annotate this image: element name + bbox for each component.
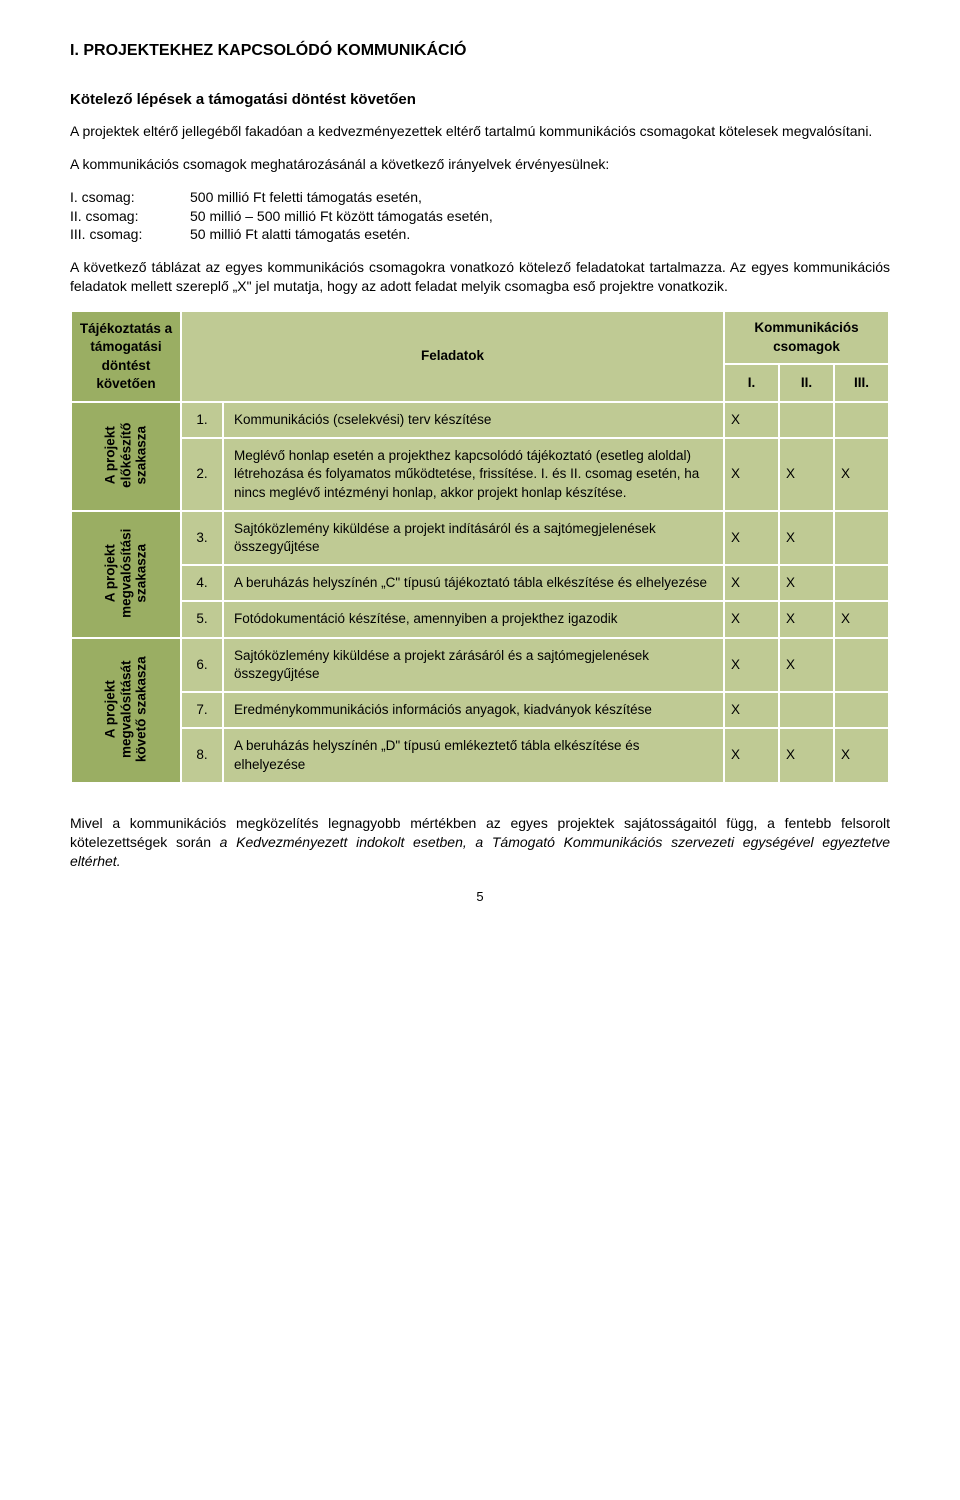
mark-II: X bbox=[779, 511, 834, 565]
task-number: 6. bbox=[181, 638, 223, 692]
header-col-3: III. bbox=[834, 364, 889, 402]
table-row: 8. A beruházás helyszínén „D" típusú eml… bbox=[71, 728, 889, 782]
mark-I: X bbox=[724, 565, 779, 601]
mark-II bbox=[779, 402, 834, 438]
package-label: III. csomag: bbox=[70, 225, 190, 244]
mark-III bbox=[834, 565, 889, 601]
mark-III bbox=[834, 511, 889, 565]
stage-label: A projektmegvalósításiszakasza bbox=[103, 529, 150, 618]
footnote-paragraph: Mivel a kommunikációs megközelítés legna… bbox=[70, 814, 890, 871]
task-number: 8. bbox=[181, 728, 223, 782]
task-text: Meglévő honlap esetén a projekthez kapcs… bbox=[223, 438, 724, 511]
mark-II: X bbox=[779, 438, 834, 511]
mark-I: X bbox=[724, 638, 779, 692]
table-row: A projektmegvalósításiszakasza 3. Sajtók… bbox=[71, 511, 889, 565]
section-heading: I. PROJEKTEKHEZ KAPCSOLÓDÓ KOMMUNIKÁCIÓ bbox=[70, 40, 890, 62]
mark-III: X bbox=[834, 601, 889, 637]
task-number: 5. bbox=[181, 601, 223, 637]
package-list: I. csomag: 500 millió Ft feletti támogat… bbox=[70, 188, 890, 245]
package-desc: 50 millió Ft alatti támogatás esetén. bbox=[190, 225, 890, 244]
header-col-2: II. bbox=[779, 364, 834, 402]
mark-II bbox=[779, 692, 834, 728]
task-text: Fotódokumentáció készítése, amennyiben a… bbox=[223, 601, 724, 637]
header-stage-cell: Tájékoztatás a támogatási döntést követő… bbox=[71, 311, 181, 402]
mark-I: X bbox=[724, 438, 779, 511]
table-row: 2. Meglévő honlap esetén a projekthez ka… bbox=[71, 438, 889, 511]
task-text: Eredménykommunikációs információs anyago… bbox=[223, 692, 724, 728]
table-description: A következő táblázat az egyes kommunikác… bbox=[70, 258, 890, 296]
table-row: A projektmegvalósításátkövető szakasza 6… bbox=[71, 638, 889, 692]
table-row: 4. A beruházás helyszínén „C" típusú táj… bbox=[71, 565, 889, 601]
mark-II: X bbox=[779, 638, 834, 692]
task-text: A beruházás helyszínén „D" típusú emléke… bbox=[223, 728, 724, 782]
task-text: Sajtóközlemény kiküldése a projekt zárás… bbox=[223, 638, 724, 692]
header-komm-cell: Kommunikációs csomagok bbox=[724, 311, 889, 364]
mark-III bbox=[834, 638, 889, 692]
package-label: II. csomag: bbox=[70, 207, 190, 226]
mark-III bbox=[834, 692, 889, 728]
package-desc: 500 millió Ft feletti támogatás esetén, bbox=[190, 188, 890, 207]
mark-I: X bbox=[724, 511, 779, 565]
stage-label: A projektmegvalósításátkövető szakasza bbox=[103, 656, 150, 762]
mark-III: X bbox=[834, 728, 889, 782]
table-row: 5. Fotódokumentáció készítése, amennyibe… bbox=[71, 601, 889, 637]
package-label: I. csomag: bbox=[70, 188, 190, 207]
mark-I: X bbox=[724, 728, 779, 782]
mark-II: X bbox=[779, 728, 834, 782]
mark-I: X bbox=[724, 601, 779, 637]
intro-paragraph: A projektek eltérő jellegéből fakadóan a… bbox=[70, 122, 890, 141]
package-row: I. csomag: 500 millió Ft feletti támogat… bbox=[70, 188, 890, 207]
header-feladatok-cell: Feladatok bbox=[181, 311, 724, 402]
stage-label: A projektelőkészítőszakasza bbox=[103, 423, 150, 488]
package-desc: 50 millió – 500 millió Ft között támogat… bbox=[190, 207, 890, 226]
page-number: 5 bbox=[70, 888, 890, 906]
task-text: A beruházás helyszínén „C" típusú tájéko… bbox=[223, 565, 724, 601]
subsection-heading: Kötelező lépések a támogatási döntést kö… bbox=[70, 90, 890, 110]
mark-III: X bbox=[834, 438, 889, 511]
task-number: 1. bbox=[181, 402, 223, 438]
mark-I: X bbox=[724, 402, 779, 438]
table-row: A projektelőkészítőszakasza 1. Kommuniká… bbox=[71, 402, 889, 438]
package-row: III. csomag: 50 millió Ft alatti támogat… bbox=[70, 225, 890, 244]
stage-cell-1: A projektelőkészítőszakasza bbox=[71, 402, 181, 511]
mark-II: X bbox=[779, 601, 834, 637]
task-number: 7. bbox=[181, 692, 223, 728]
task-number: 2. bbox=[181, 438, 223, 511]
package-row: II. csomag: 50 millió – 500 millió Ft kö… bbox=[70, 207, 890, 226]
task-text: Kommunikációs (cselekvési) terv készítés… bbox=[223, 402, 724, 438]
task-number: 4. bbox=[181, 565, 223, 601]
mark-II: X bbox=[779, 565, 834, 601]
table-row: 7. Eredménykommunikációs információs any… bbox=[71, 692, 889, 728]
mark-III bbox=[834, 402, 889, 438]
stage-cell-3: A projektmegvalósításátkövető szakasza bbox=[71, 638, 181, 783]
stage-cell-2: A projektmegvalósításiszakasza bbox=[71, 511, 181, 638]
header-col-1: I. bbox=[724, 364, 779, 402]
requirements-table: Tájékoztatás a támogatási döntést követő… bbox=[70, 310, 890, 784]
task-number: 3. bbox=[181, 511, 223, 565]
guidance-paragraph: A kommunikációs csomagok meghatározásáná… bbox=[70, 155, 890, 174]
task-text: Sajtóközlemény kiküldése a projekt indít… bbox=[223, 511, 724, 565]
mark-I: X bbox=[724, 692, 779, 728]
